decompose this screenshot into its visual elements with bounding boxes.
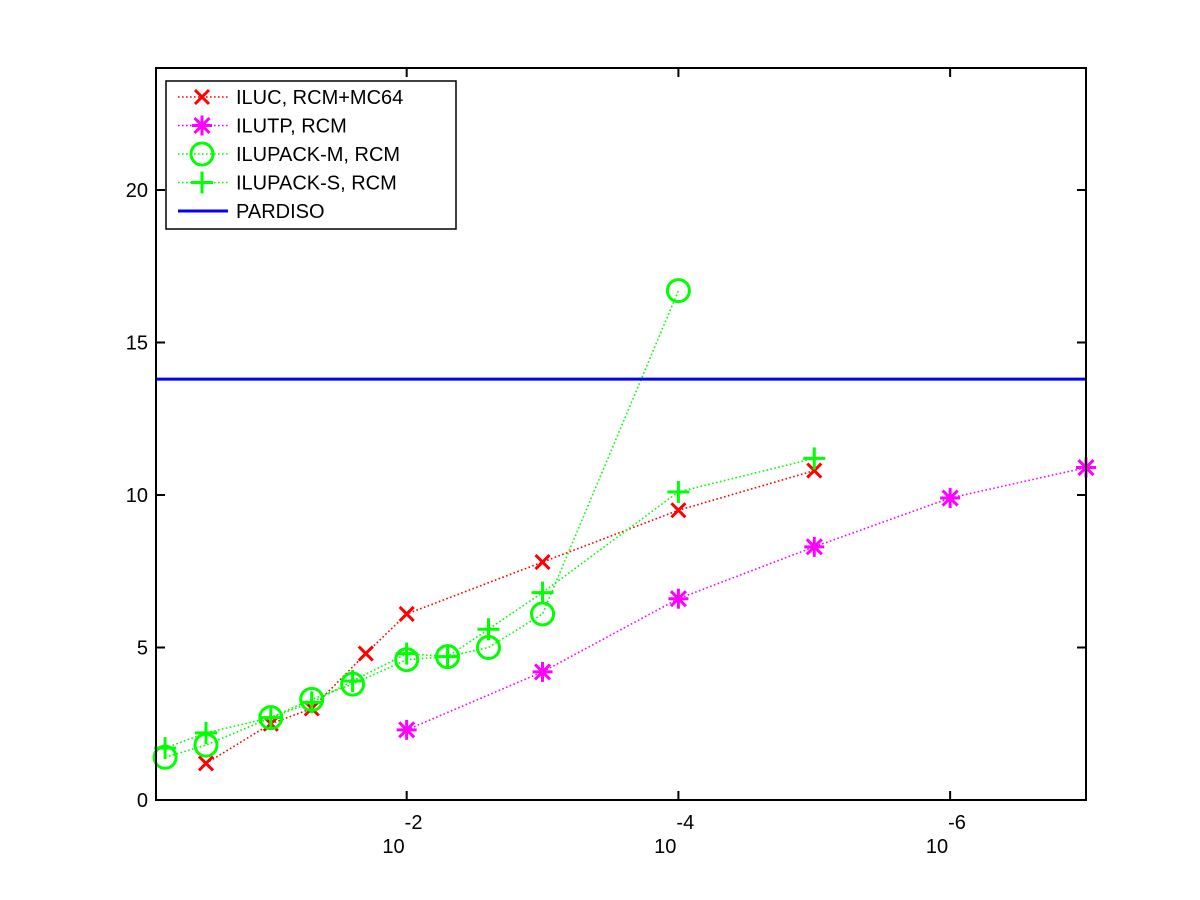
data-point-iluc-rcm-mc64 [197, 755, 215, 772]
legend-marker [191, 171, 213, 194]
legend-marker [193, 88, 211, 106]
legend-marker [192, 115, 212, 136]
data-point-ilupack-m-rcm [665, 278, 691, 304]
y-tick-label: 0 [137, 790, 148, 812]
x-tick-label-exponent: -4 [676, 812, 694, 834]
data-point-ilupack-s-rcm [300, 691, 323, 714]
series-layer [152, 278, 1096, 772]
x-tick-label-exponent: -6 [948, 812, 966, 834]
x-tick-label: 10-2 [382, 812, 422, 858]
y-tick-label: 5 [137, 638, 148, 660]
series-ilupack-s-rcm [154, 447, 826, 760]
legend-label: ILUPACK-S, RCM [236, 173, 397, 195]
y-tick-label: 10 [126, 485, 148, 507]
data-point-ilupack-s-rcm [477, 618, 500, 641]
data-point-ilupack-s-rcm [341, 670, 364, 693]
data-point-ilutp-rcm [668, 588, 689, 609]
data-point-ilupack-s-rcm [154, 737, 177, 760]
legend-entry-ilupack-m-rcm: ILUPACK-M, RCM [178, 141, 400, 167]
data-point-iluc-rcm-mc64 [357, 645, 374, 662]
legend-label: ILUC, RCM+MC64 [236, 87, 403, 109]
x-tick-label-base: 10 [382, 836, 404, 858]
legend: ILUC, RCM+MC64 ILUTP, RCM ILUPACK-M, RCM IL… [165, 80, 457, 230]
data-point-ilupack-s-rcm [667, 480, 690, 503]
data-point-iluc-rcm-mc64 [806, 462, 823, 479]
x-tick-label-base: 10 [654, 836, 676, 858]
data-point-ilutp-rcm [804, 536, 825, 557]
series-line-iluc-rcm-mc64 [205, 469, 815, 765]
x-tick-label: 10-4 [654, 812, 694, 858]
x-tick-label: 10-6 [926, 812, 966, 858]
data-point-ilupack-s-rcm [531, 581, 554, 604]
legend-entry-ilupack-s-rcm: ILUPACK-S, RCM [178, 171, 397, 195]
data-point-ilupack-s-rcm [803, 447, 826, 470]
legend-label: PARDISO [236, 201, 325, 223]
data-point-ilutp-rcm [532, 661, 553, 682]
data-point-ilupack-s-rcm [194, 721, 217, 744]
data-point-ilupack-s-rcm [436, 645, 459, 668]
legend-entry-pardiso: PARDISO [178, 201, 325, 223]
data-point-iluc-rcm-mc64 [398, 605, 415, 623]
y-tick-label: 15 [126, 333, 148, 355]
legend-marker [189, 141, 215, 167]
data-point-ilutp-rcm [396, 719, 417, 740]
y-tick-label: 20 [126, 180, 148, 202]
data-point-ilutp-rcm [940, 488, 961, 509]
legend-label: ILUPACK-M, RCM [236, 144, 400, 166]
x-tick-label-base: 10 [926, 836, 948, 858]
x-tick-label-exponent: -2 [405, 812, 423, 834]
data-point-iluc-rcm-mc64 [534, 554, 551, 571]
series-ilutp-rcm [396, 457, 1096, 740]
data-point-iluc-rcm-mc64 [670, 502, 687, 519]
data-point-ilupack-s-rcm [259, 706, 282, 729]
axes-frame [155, 67, 1087, 801]
legend-entry-ilutp-rcm: ILUTP, RCM [178, 115, 347, 138]
legend-label: ILUTP, RCM [236, 116, 347, 138]
data-point-ilupack-s-rcm [395, 642, 418, 665]
legend-entry-iluc-rcm-mc64: ILUC, RCM+MC64 [178, 87, 403, 109]
